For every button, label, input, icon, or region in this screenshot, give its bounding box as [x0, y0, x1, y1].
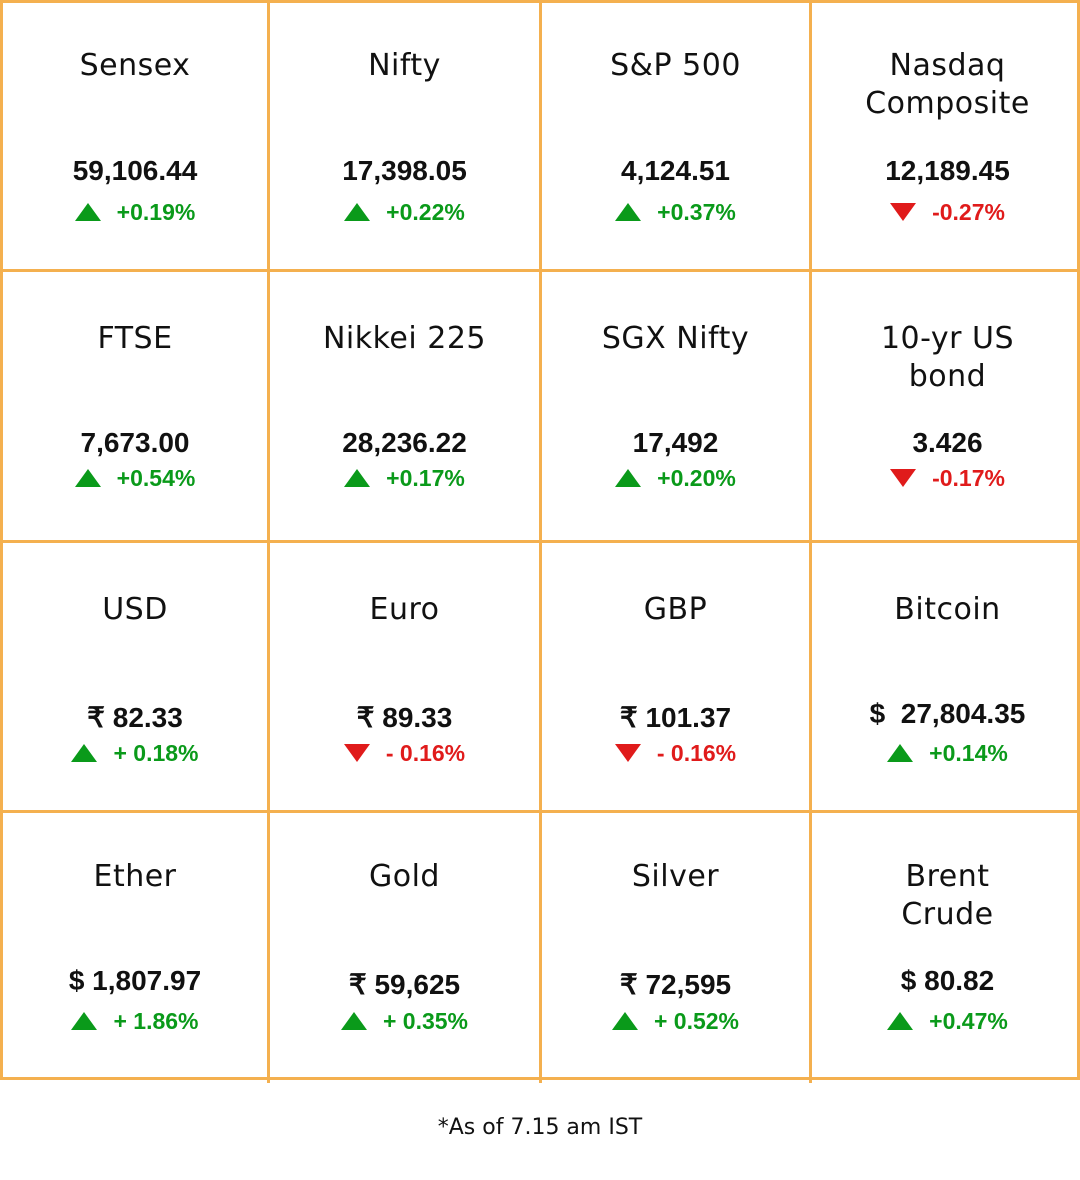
- triangle-up-icon: [615, 203, 642, 221]
- market-grid: Sensex 59,106.44 +0.19% Nifty 17,398.05 …: [0, 0, 1080, 1083]
- triangle-up-icon: [71, 744, 98, 762]
- triangle-up-icon: [611, 1012, 638, 1030]
- tile-change: +0.19%: [116, 198, 196, 225]
- timestamp-footnote: *As of 7.15 am IST: [437, 1115, 643, 1140]
- triangle-up-icon: [887, 744, 914, 762]
- tile-name: GBP: [643, 592, 708, 627]
- tile-gold: Gold ₹ 59,625 + 0.35%: [270, 813, 542, 1083]
- tile-change: + 1.86%: [113, 1007, 199, 1034]
- tile-name: Nifty: [368, 48, 441, 83]
- triangle-up-icon: [344, 203, 371, 221]
- tile-name: Nikkei 225: [322, 321, 487, 356]
- tile-ether: Ether $ 1,807.97 + 1.86%: [3, 813, 270, 1083]
- change-row: +0.19%: [3, 196, 267, 228]
- tile-change: + 0.18%: [113, 739, 199, 766]
- tile-value: ₹ 82.33: [87, 702, 183, 733]
- tile-value: $ 27,804.35: [869, 698, 1026, 729]
- tile-change: +0.20%: [657, 464, 736, 491]
- tile-change: +0.54%: [116, 464, 196, 491]
- tile-silver: Silver ₹ 72,595 + 0.52%: [542, 813, 812, 1083]
- tile-nifty: Nifty 17,398.05 +0.22%: [270, 3, 542, 272]
- tile-name: S&P 500: [610, 48, 741, 83]
- change-row: +0.37%: [542, 196, 809, 228]
- tile-value: 59,106.44: [72, 155, 198, 186]
- tile-name: Sensex: [79, 48, 191, 83]
- triangle-down-icon: [343, 744, 370, 762]
- tile-value: 17,492: [632, 427, 719, 458]
- tile-value: ₹ 89.33: [356, 702, 453, 733]
- triangle-up-icon: [74, 203, 101, 221]
- triangle-up-icon: [340, 1012, 367, 1030]
- tile-name: Brent Crude: [901, 859, 994, 932]
- tile-value: 4,124.51: [621, 155, 730, 186]
- tile-name: 10-yr US bond: [880, 321, 1015, 394]
- tile-value: 17,398.05: [342, 155, 467, 186]
- tile-name: Bitcoin: [894, 592, 1001, 627]
- triangle-down-icon: [890, 203, 917, 221]
- tile-nasdaq: Nasdaq Composite 12,189.45 -0.27%: [812, 3, 1080, 272]
- tile-name: Gold: [369, 859, 440, 894]
- tile-name: USD: [102, 592, 168, 627]
- tile-change: +0.14%: [929, 739, 1008, 766]
- tile-value: ₹ 101.37: [619, 702, 732, 733]
- tile-sgx-nifty: SGX Nifty 17,492 +0.20%: [542, 272, 812, 543]
- triangle-up-icon: [615, 469, 642, 487]
- tile-change: +0.22%: [386, 198, 465, 225]
- change-row: +0.54%: [3, 462, 267, 494]
- tile-ftse: FTSE 7,673.00 +0.54%: [3, 272, 270, 543]
- tile-value: $ 80.82: [900, 965, 995, 996]
- change-row: + 1.86%: [3, 1005, 267, 1037]
- tile-name: SGX Nifty: [601, 321, 750, 356]
- change-row: +0.47%: [812, 1005, 1080, 1037]
- change-row: + 0.18%: [3, 737, 267, 769]
- tile-name: Silver: [631, 859, 720, 894]
- change-row: +0.22%: [270, 196, 539, 228]
- change-row: + 0.35%: [270, 1005, 539, 1037]
- triangle-up-icon: [71, 1012, 98, 1030]
- tile-value: 3.426: [912, 427, 983, 458]
- triangle-up-icon: [887, 1012, 914, 1030]
- tile-value: 28,236.22: [342, 427, 467, 458]
- tile-change: + 0.52%: [653, 1007, 740, 1034]
- change-row: +0.17%: [270, 462, 539, 494]
- change-row: +0.20%: [542, 462, 809, 494]
- change-row: -0.27%: [812, 196, 1080, 228]
- tile-sp500: S&P 500 4,124.51 +0.37%: [542, 3, 812, 272]
- tile-name: Nasdaq Composite: [865, 48, 1030, 121]
- change-row: + 0.52%: [542, 1005, 809, 1037]
- tile-value: 7,673.00: [80, 427, 190, 458]
- change-row: +0.14%: [812, 737, 1080, 769]
- triangle-down-icon: [890, 469, 917, 487]
- tile-change: -0.27%: [932, 198, 1005, 225]
- tile-value: 12,189.45: [885, 155, 1010, 186]
- tile-change: - 0.16%: [385, 739, 466, 766]
- triangle-up-icon: [74, 469, 101, 487]
- tile-value: $ 1,807.97: [68, 965, 202, 996]
- tile-us-bond: 10-yr US bond 3.426 -0.17%: [812, 272, 1080, 543]
- tile-sensex: Sensex 59,106.44 +0.19%: [3, 3, 270, 272]
- tile-change: +0.17%: [386, 464, 465, 491]
- tile-change: -0.17%: [932, 464, 1005, 491]
- triangle-down-icon: [614, 744, 641, 762]
- triangle-up-icon: [344, 469, 371, 487]
- tile-change: + 0.35%: [382, 1007, 469, 1034]
- tile-name: FTSE: [97, 321, 173, 356]
- tile-value: ₹ 72,595: [619, 969, 732, 1000]
- tile-change: +0.37%: [657, 198, 736, 225]
- tile-change: - 0.16%: [656, 739, 737, 766]
- tile-bitcoin: Bitcoin $ 27,804.35 +0.14%: [812, 543, 1080, 813]
- tile-usd: USD ₹ 82.33 + 0.18%: [3, 543, 270, 813]
- tile-name: Ether: [93, 859, 177, 894]
- change-row: - 0.16%: [542, 737, 809, 769]
- change-row: -0.17%: [812, 462, 1080, 494]
- change-row: - 0.16%: [270, 737, 539, 769]
- tile-gbp: GBP ₹ 101.37 - 0.16%: [542, 543, 812, 813]
- tile-nikkei: Nikkei 225 28,236.22 +0.17%: [270, 272, 542, 543]
- tile-euro: Euro ₹ 89.33 - 0.16%: [270, 543, 542, 813]
- tile-value: ₹ 59,625: [348, 969, 461, 1000]
- tile-brent-crude: Brent Crude $ 80.82 +0.47%: [812, 813, 1080, 1083]
- tile-change: +0.47%: [929, 1007, 1008, 1034]
- tile-name: Euro: [369, 592, 440, 627]
